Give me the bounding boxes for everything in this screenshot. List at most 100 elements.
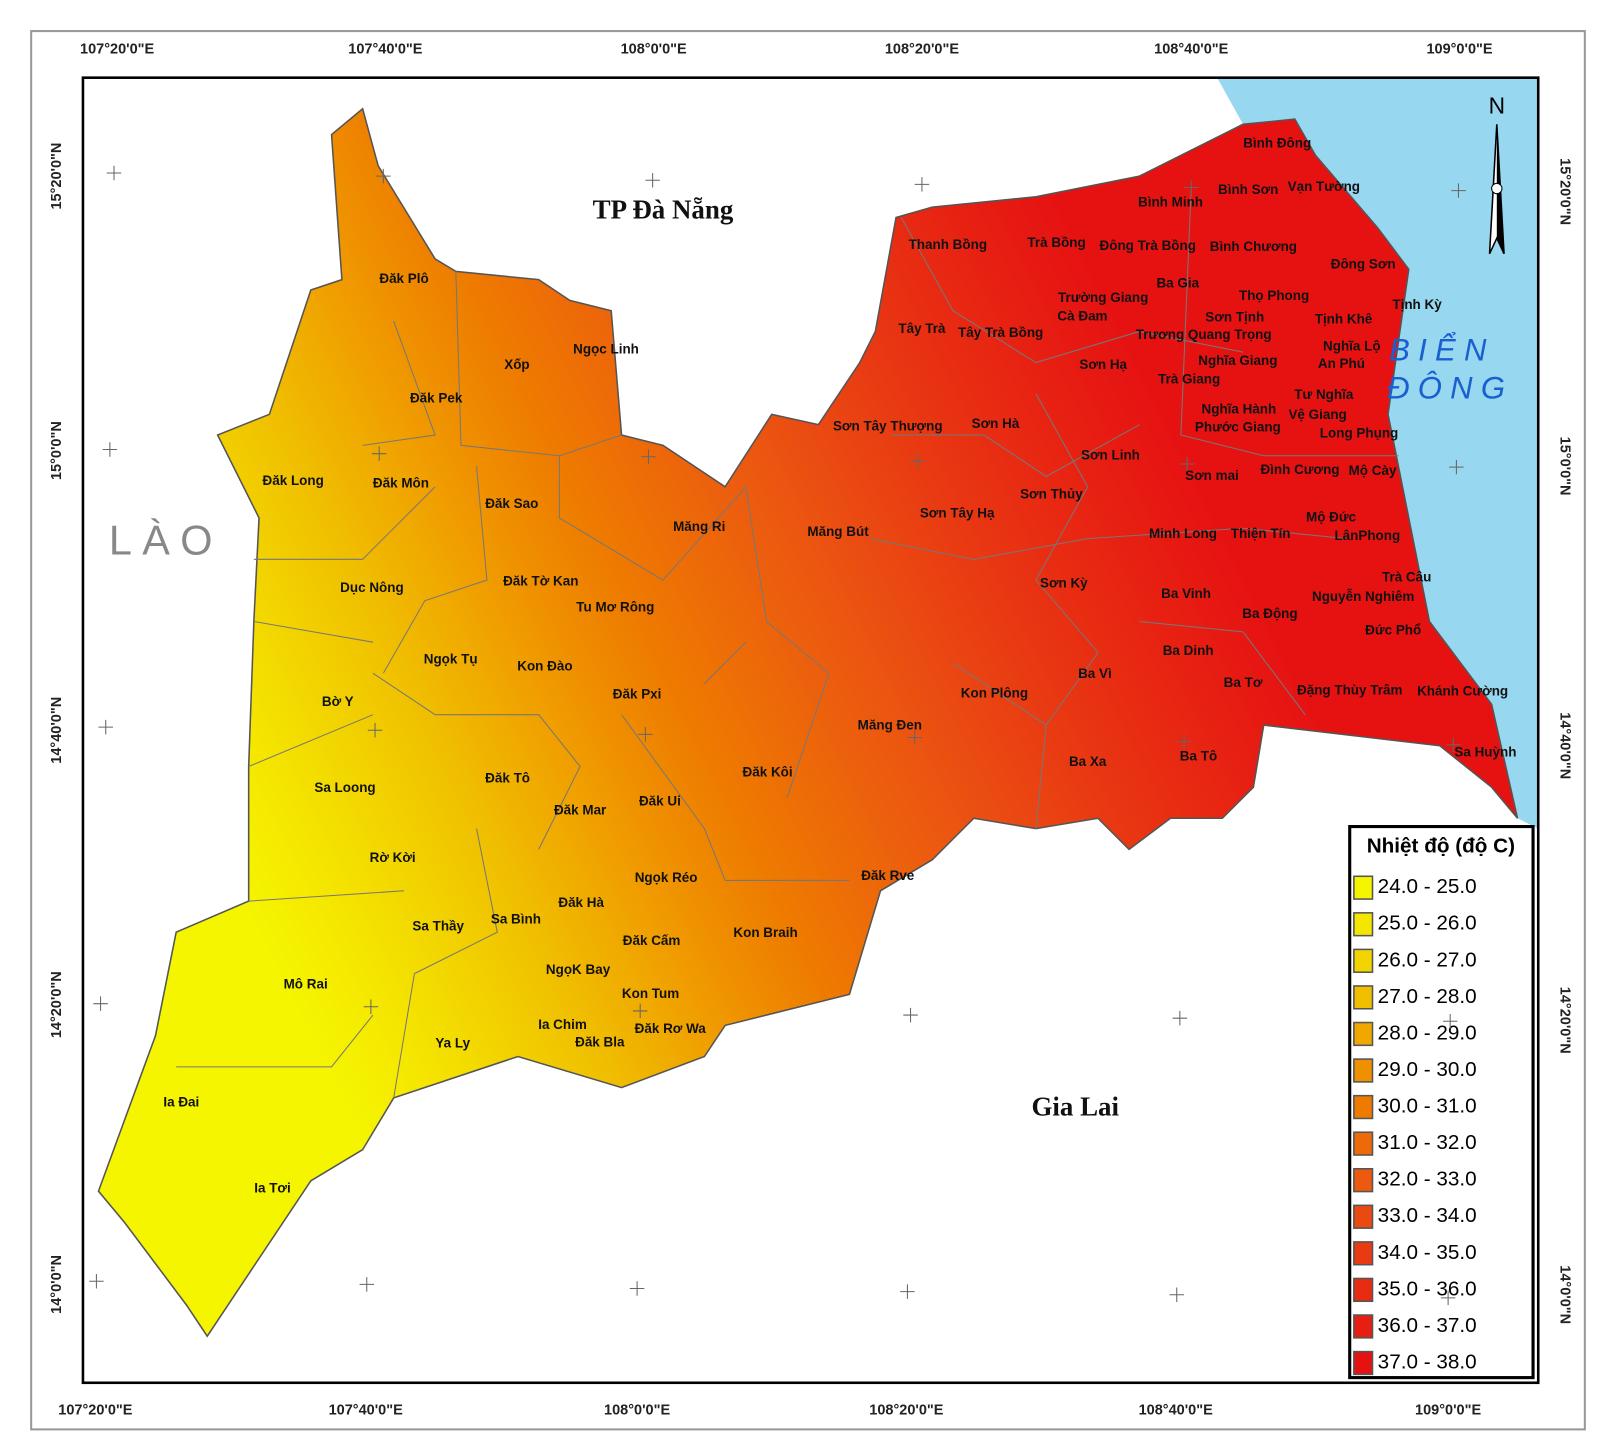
legend-swatch [1353,948,1374,973]
graticule-cross [98,719,113,735]
legend-swatch [1353,1094,1374,1120]
graticule-cross [907,730,922,745]
commune-label: Đăk Pek [410,390,463,405]
commune-label: Bình Sơn [1218,182,1278,197]
commune-label: LânPhong [1334,528,1400,543]
commune-label: Đức Phổ [1365,622,1421,637]
legend-label: 37.0 - 38.0 [1378,1350,1477,1373]
north-label: N [1489,93,1505,119]
commune-label: Đăk Pxi [613,687,662,702]
commune-borders [176,186,1399,1099]
commune-label: Ngọk Réo [635,870,698,885]
legend-swatch [1353,1131,1374,1156]
commune-label: Đăk Kôi [743,764,793,779]
commune-label: Thanh Bồng [909,237,987,252]
commune-label: Sa Huỳnh [1454,745,1516,760]
sea-label: ĐÔNG [1387,371,1513,406]
legend-title: Nhiệt độ (độ C) [1367,835,1515,858]
commune-label: Minh Long [1149,526,1217,541]
graticule-cross [641,449,656,465]
graticule-cross [376,168,391,184]
region-label: Gia Lai [1031,1092,1119,1122]
commune-label: Ba Xa [1069,754,1107,769]
legend-label: 29.0 - 30.0 [1378,1058,1477,1081]
graticule-cross [93,996,108,1011]
legend-swatch [1353,1241,1374,1266]
commune-label: Sơn mai [1185,468,1239,483]
legend-label: 30.0 - 31.0 [1378,1095,1477,1118]
bottom-tick-label: 108°40'0"E [1139,1403,1214,1419]
commune-label: Ngọk Tụ [424,651,478,666]
graticule-cross [629,1281,645,1296]
commune-label: Măng Đen [858,718,922,733]
commune-label: Đăk Bla [575,1035,625,1050]
commune-label: Đăk Plô [379,271,428,286]
legend-swatch [1353,1350,1374,1376]
left-tick-label: 14°0'0"N [49,1255,65,1314]
graticule-cross [632,1003,648,1019]
top-tick-label: 108°0'0"E [621,42,687,58]
commune-label: Bờ Y [322,694,354,709]
legend-label: 25.0 - 26.0 [1378,912,1477,935]
commune-label: NgọK Bay [546,962,611,977]
commune-label: Ba Vì [1078,666,1112,681]
commune-label: Ia Chim [538,1017,587,1032]
legend-box [1348,825,1535,1380]
top-tick-label: 107°40'0"E [348,42,423,58]
commune-label: Ya Ly [435,1036,470,1051]
commune-label: Nghĩa Giang [1198,353,1277,368]
commune-label: Đăk Rơ Wa [635,1021,707,1036]
bottom-tick-label: 107°20'0"E [58,1403,133,1419]
commune-label: Đăk Long [263,473,324,488]
left-tick-label: 14°40'0"N [49,697,65,764]
commune-label: Sa Loong [314,780,375,795]
graticule-cross [1451,183,1466,198]
legend-label: 35.0 - 36.0 [1378,1277,1477,1300]
commune-label: Tu Mơ Rông [576,600,654,615]
map-frame [81,76,1540,1385]
commune-label: Sơn Kỳ [1040,576,1088,591]
region-label: LÀO [109,517,223,564]
legend-label: 36.0 - 37.0 [1378,1314,1477,1337]
bottom-tick-label: 108°0'0"E [604,1403,670,1419]
commune-label: Sơn Tịnh [1205,310,1264,325]
commune-label: Sa Bình [491,911,541,926]
commune-label: Sơn Thủy [1020,487,1083,502]
graticule-cross [102,442,118,457]
province-area [97,107,1519,1338]
legend-label: 24.0 - 25.0 [1378,875,1477,898]
legend-swatch [1353,985,1374,1010]
commune-label: Ba Dinh [1163,643,1214,658]
top-tick-label: 108°40'0"E [1154,42,1229,58]
legend-swatch [1353,1168,1374,1193]
commune-label: Trà Bồng [1027,235,1085,250]
commune-label: Rờ Kời [370,850,416,865]
right-tick-label: 14°40'0"N [1556,712,1572,779]
graticule-cross [106,165,122,181]
graticule-cross [363,999,379,1015]
legend-label: 32.0 - 33.0 [1378,1168,1477,1191]
commune-label: Tây Trà Bồng [958,325,1043,340]
graticule-cross [89,1274,104,1289]
graticule-cross [1449,459,1464,475]
commune-label: Măng Bút [807,524,869,539]
legend-swatch [1353,912,1374,937]
commune-label: Măng Ri [673,519,725,534]
commune-label: Tịnh Khê [1315,312,1373,327]
graticule-cross [638,727,653,742]
commune-label: Kon Braih [733,925,797,940]
commune-label: Đăk Hà [558,895,604,910]
sea [1217,77,1539,829]
commune-label: Đông Trà Bồng [1100,238,1196,253]
commune-label: Ngọc Linh [573,342,639,357]
commune-label: Kon Đào [517,659,572,674]
commune-label: Bình Minh [1138,195,1203,210]
graticule-cross [1169,1287,1184,1302]
commune-label: Xốp [504,357,529,372]
graticule-cross [1179,456,1195,472]
commune-label: Thiện Tín [1231,526,1291,541]
legend-label: 27.0 - 28.0 [1378,985,1477,1008]
commune-label: Khánh Cường [1417,683,1508,698]
